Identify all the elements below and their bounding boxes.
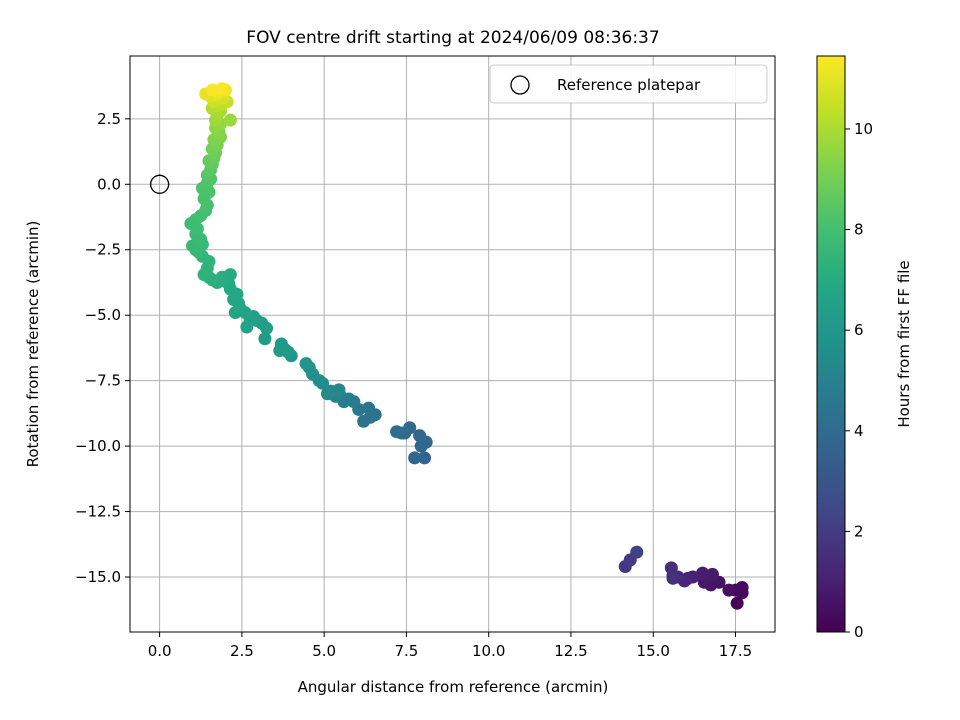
colorbar-tick-label: 2 bbox=[854, 522, 864, 540]
data-point bbox=[357, 414, 371, 428]
data-point bbox=[722, 583, 736, 597]
y-tick-label: −12.5 bbox=[75, 503, 121, 521]
data-point bbox=[705, 567, 719, 581]
data-point bbox=[730, 596, 744, 610]
data-point bbox=[223, 113, 237, 127]
x-tick-label: 7.5 bbox=[394, 642, 418, 660]
data-point bbox=[205, 83, 219, 97]
colorbar-tick-label: 4 bbox=[854, 422, 864, 440]
grid-lines bbox=[130, 56, 775, 632]
colorbar-tick-label: 6 bbox=[854, 321, 864, 339]
x-tick-label: 17.5 bbox=[719, 642, 752, 660]
data-point bbox=[299, 357, 313, 371]
x-axis-ticks: 0.0 2.5 5.0 7.5 10.0 12.5 15.0 17.5 bbox=[148, 632, 752, 660]
y-axis-ticks: 2.5 0.0 −2.5 −5.0 −7.5 −10.0 −12.5 −15.0 bbox=[75, 110, 130, 586]
y-tick-label: 2.5 bbox=[97, 110, 121, 128]
y-tick-label: 0.0 bbox=[97, 175, 121, 193]
data-point bbox=[215, 82, 229, 96]
data-point bbox=[630, 545, 644, 559]
legend-marker bbox=[510, 75, 530, 95]
data-point bbox=[240, 320, 254, 334]
plot-frame bbox=[129, 55, 776, 633]
x-tick-label: 12.5 bbox=[554, 642, 587, 660]
legend-box bbox=[489, 64, 768, 104]
legend: Reference platepar bbox=[489, 64, 768, 104]
y-tick-label: −10.0 bbox=[75, 437, 121, 455]
data-point bbox=[664, 561, 678, 575]
colorbar-tick-label: 8 bbox=[854, 221, 864, 239]
x-axis-label: Angular distance from reference (arcmin) bbox=[298, 678, 609, 696]
colorbar-tick-label: 10 bbox=[854, 120, 873, 138]
x-tick-label: 0.0 bbox=[148, 642, 172, 660]
data-point bbox=[666, 571, 680, 585]
x-tick-label: 5.0 bbox=[312, 642, 336, 660]
colorbar-gradient bbox=[816, 55, 846, 633]
data-point bbox=[408, 451, 422, 465]
data-point bbox=[696, 566, 710, 580]
colorbar-label: Hours from first FF file bbox=[895, 260, 913, 427]
data-point bbox=[273, 344, 287, 358]
y-axis-label: Rotation from reference (arcmin) bbox=[24, 221, 42, 468]
x-tick-label: 15.0 bbox=[637, 642, 670, 660]
x-tick-label: 2.5 bbox=[230, 642, 254, 660]
legend-label: Reference platepar bbox=[557, 76, 701, 94]
y-tick-label: −15.0 bbox=[75, 568, 121, 586]
data-point bbox=[258, 332, 272, 346]
y-tick-label: −2.5 bbox=[85, 241, 121, 259]
data-point bbox=[418, 451, 432, 465]
colorbar-tick-label: 0 bbox=[854, 623, 864, 641]
data-point bbox=[735, 580, 749, 594]
chart-title: FOV centre drift starting at 2024/06/09 … bbox=[246, 28, 659, 48]
colorbar-ticks: 0 2 4 6 8 10 bbox=[845, 120, 873, 641]
x-tick-label: 10.0 bbox=[472, 642, 505, 660]
colorbar: 0 2 4 6 8 10 Hours from first FF file bbox=[816, 55, 913, 641]
data-points bbox=[184, 82, 749, 610]
y-tick-label: −7.5 bbox=[85, 372, 121, 390]
reference-platepar-marker bbox=[149, 174, 170, 194]
data-point bbox=[413, 429, 427, 443]
data-point bbox=[390, 425, 404, 439]
data-point bbox=[362, 401, 376, 415]
y-tick-label: −5.0 bbox=[85, 306, 121, 324]
data-point bbox=[320, 387, 334, 401]
